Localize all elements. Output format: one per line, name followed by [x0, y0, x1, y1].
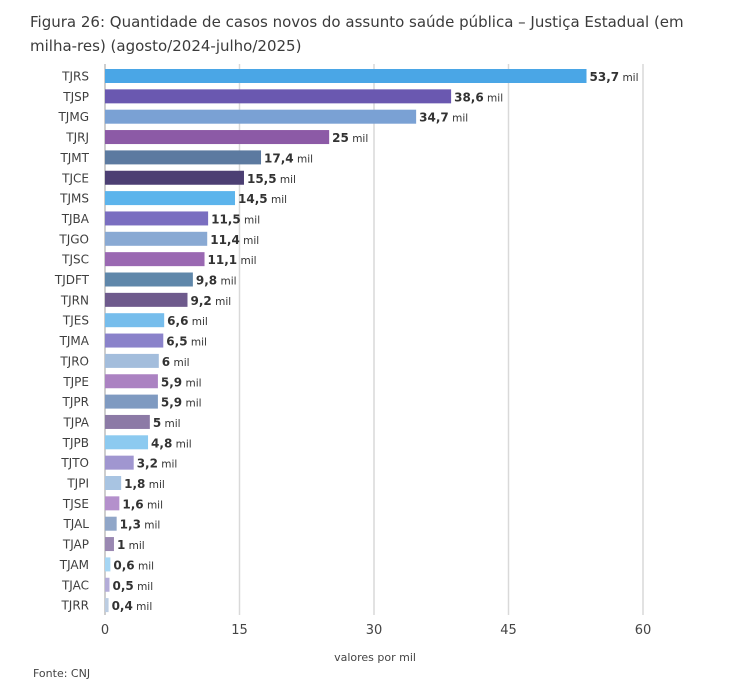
- category-label: TJSC: [61, 253, 89, 267]
- x-axis-label: valores por mil: [334, 651, 416, 664]
- category-label: TJPA: [62, 415, 89, 429]
- bar: [105, 150, 262, 165]
- category-label: TJAP: [62, 538, 89, 552]
- category-label: TJRR: [60, 599, 89, 613]
- value-label: 1 mil: [117, 538, 145, 552]
- value-label: 9,2 mil: [190, 294, 231, 308]
- bar: [105, 170, 244, 185]
- value-label: 4,8 mil: [151, 436, 192, 450]
- value-labels: 53,7 mil 38,6 mil 34,7 mil 25 mil 17,4 mil 15…: [112, 70, 639, 613]
- value-label: 1,8 mil: [124, 477, 165, 491]
- bar: [105, 211, 209, 226]
- value-label: 15,5 mil: [247, 172, 296, 186]
- bar: [105, 89, 452, 104]
- category-label: TJCE: [61, 171, 89, 185]
- bar: [105, 435, 149, 450]
- category-label: TJPB: [62, 436, 89, 450]
- category-label: TJRJ: [65, 131, 89, 145]
- bar: [105, 109, 417, 124]
- category-labels: TJRS TJSP TJMG TJRJ TJMT TJCE TJMS TJBA TJGO TJSC…: [54, 70, 90, 613]
- x-tick-label: 45: [500, 623, 517, 638]
- category-label: TJTO: [60, 456, 89, 470]
- category-label: TJSP: [62, 90, 89, 104]
- bar: [105, 252, 205, 267]
- x-tick-label: 30: [366, 623, 383, 638]
- bar: [105, 313, 165, 328]
- bar: [105, 272, 193, 287]
- value-label: 6,6 mil: [167, 314, 208, 328]
- category-label: TJAM: [59, 558, 89, 572]
- value-label: 17,4 mil: [264, 151, 313, 165]
- value-label: 34,7 mil: [419, 111, 468, 125]
- category-label: TJDFT: [54, 273, 90, 287]
- category-label: TJGO: [58, 232, 89, 246]
- bar: [105, 374, 158, 389]
- category-label: TJRN: [60, 293, 89, 307]
- x-tick-label: 0: [101, 623, 109, 638]
- category-label: TJPR: [62, 395, 89, 409]
- bar: [105, 577, 110, 592]
- bar: [105, 598, 109, 613]
- category-label: TJMG: [57, 110, 89, 124]
- value-label: 11,4 mil: [210, 233, 259, 247]
- bar: [105, 476, 122, 490]
- value-label: 11,1 mil: [208, 253, 257, 267]
- bar: [105, 516, 117, 531]
- value-label: 11,5 mil: [211, 212, 260, 226]
- bars: [105, 69, 587, 613]
- source-note: Fonte: CNJ: [33, 667, 91, 680]
- bar: [105, 394, 158, 409]
- value-label: 1,3 mil: [120, 518, 161, 532]
- category-label: TJRS: [61, 70, 89, 84]
- value-label: 3,2 mil: [137, 457, 178, 471]
- value-label: 53,7 mil: [590, 70, 639, 84]
- bar: [105, 191, 236, 206]
- category-label: TJPI: [66, 477, 89, 491]
- x-tick-label: 60: [635, 623, 652, 638]
- value-label: 25 mil: [332, 131, 368, 145]
- bar: [105, 455, 134, 470]
- category-label: TJPE: [62, 375, 89, 389]
- value-label: 0,6 mil: [113, 558, 154, 572]
- bar: [105, 353, 159, 368]
- value-label: 38,6 mil: [454, 90, 503, 104]
- value-label: 0,4 mil: [112, 599, 153, 613]
- value-label: 6 mil: [162, 355, 190, 369]
- category-label: TJRO: [59, 354, 89, 368]
- chart-title: Figura 26: Quantidade de casos novos do …: [30, 13, 684, 55]
- bar: [105, 69, 587, 83]
- value-label: 5 mil: [153, 416, 181, 430]
- bar: [105, 292, 188, 307]
- category-label: TJAL: [62, 517, 89, 531]
- category-label: TJAC: [61, 578, 89, 592]
- x-tick-label: 15: [231, 623, 248, 638]
- category-label: TJMS: [59, 192, 89, 206]
- bar: [105, 130, 330, 145]
- value-label: 5,9 mil: [161, 375, 202, 389]
- bar: [105, 557, 111, 572]
- value-label: 9,8 mil: [196, 274, 237, 288]
- value-label: 6,5 mil: [166, 335, 207, 349]
- value-label: 14,5 mil: [238, 192, 287, 206]
- category-label: TJMT: [59, 151, 89, 165]
- x-tick-labels: 0 15 30 45 60: [101, 623, 651, 638]
- bar: [105, 414, 150, 429]
- category-label: TJMA: [59, 334, 90, 348]
- value-label: 0,5 mil: [112, 579, 153, 593]
- category-label: TJES: [62, 314, 89, 328]
- category-label: TJSE: [62, 497, 89, 511]
- category-label: TJBA: [61, 212, 90, 226]
- bar: [105, 537, 114, 552]
- bar: [105, 496, 120, 511]
- value-label: 5,9 mil: [161, 396, 202, 410]
- bar: [105, 333, 164, 348]
- value-label: 1,6 mil: [122, 497, 163, 511]
- bar: [105, 231, 208, 246]
